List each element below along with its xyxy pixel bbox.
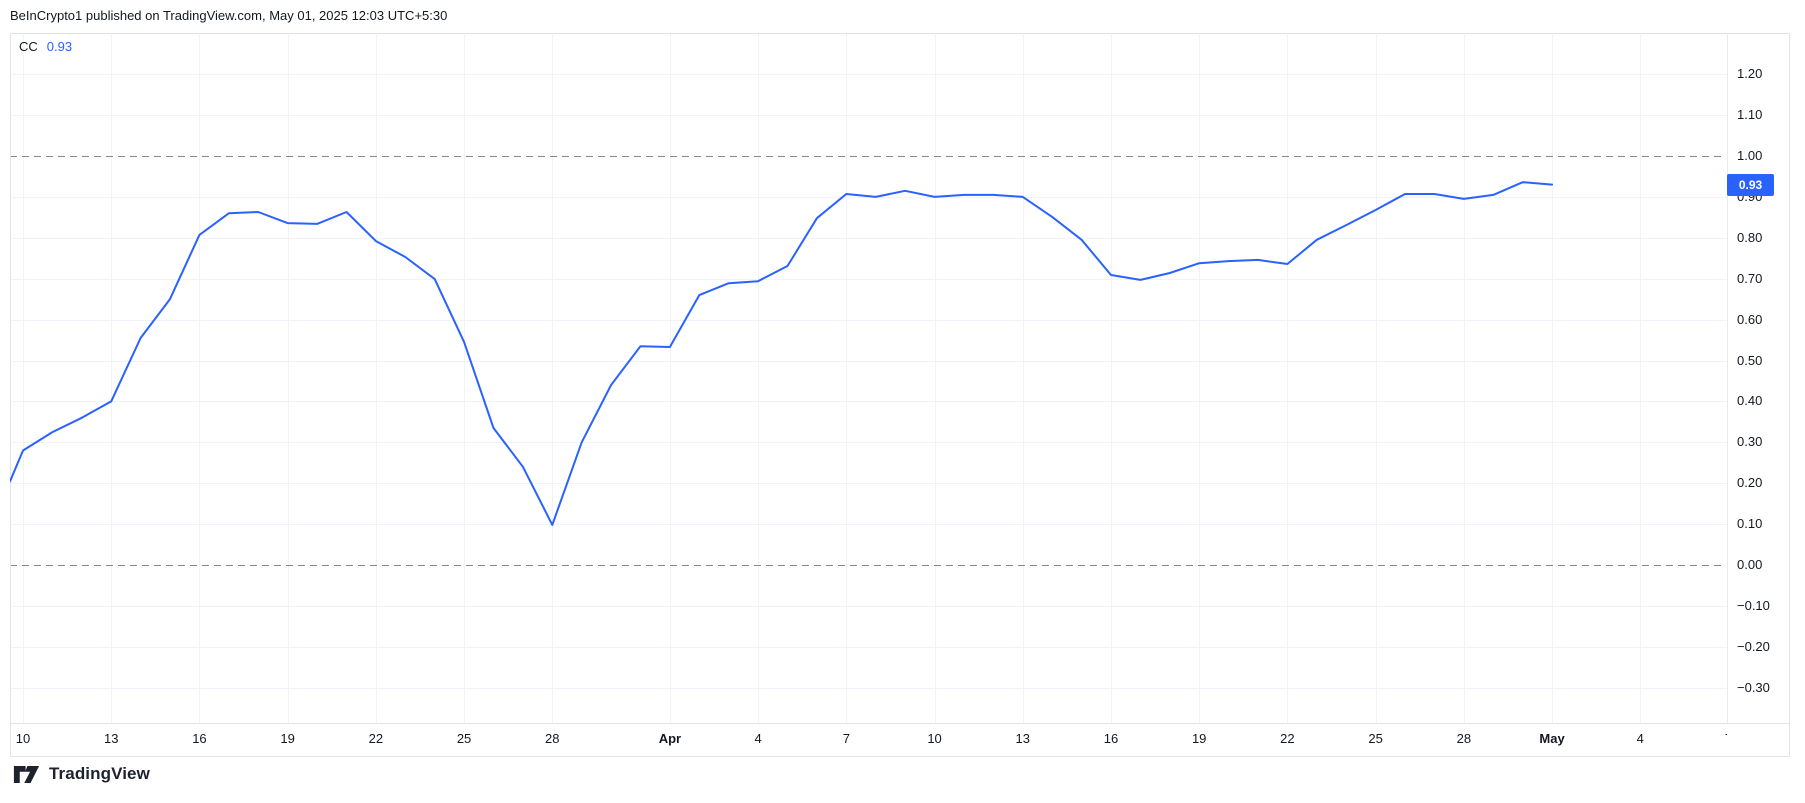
time-scale[interactable]: 10 13 16 19 22 25 28 Apr 4 7 10 13 16 19 22 25 28 May 4 7 <box>10 724 1727 757</box>
pane-border <box>10 33 1790 757</box>
x-axis-label: 28 <box>1456 731 1472 746</box>
x-axis-label: 13 <box>1015 731 1030 746</box>
x-axis-label: 16 <box>1103 731 1119 746</box>
y-axis-label: −0.20 <box>1737 638 1770 654</box>
x-axis-label: 28 <box>545 731 560 746</box>
y-axis-label: 0.50 <box>1737 352 1763 368</box>
grid-lines <box>10 33 1727 723</box>
indicator-value: 0.93 <box>46 39 73 54</box>
last-value-badge: 0.93 <box>1727 173 1774 196</box>
x-axis-label: 4 <box>754 731 762 746</box>
x-axis-label: 22 <box>368 731 384 746</box>
x-axis-label: 7 <box>842 731 850 746</box>
y-axis-label: 1.10 <box>1737 107 1763 123</box>
x-axis-label: May <box>1539 731 1565 746</box>
y-axis-label: −0.30 <box>1737 679 1770 695</box>
indicator-name: CC <box>19 39 38 54</box>
x-axis-label: 16 <box>192 731 207 746</box>
dashed-level-lines <box>10 156 1724 566</box>
y-axis-label: 1.00 <box>1737 148 1763 163</box>
x-axis-label: 10 <box>927 731 942 746</box>
y-axis-label: 0.00 <box>1737 557 1763 572</box>
y-axis-label: 0.60 <box>1737 311 1763 327</box>
x-axis-label: 4 <box>1636 731 1644 746</box>
y-axis-label: 0.70 <box>1737 270 1763 286</box>
y-axis-label: 0.80 <box>1737 229 1763 245</box>
tradingview-logo-icon <box>13 765 40 783</box>
y-axis-label: 0.30 <box>1737 434 1763 450</box>
x-axis-label: 22 <box>1280 731 1295 746</box>
x-axis-label: 7 <box>1725 731 1727 746</box>
indicator-legend: CC 0.93 <box>19 39 72 54</box>
tradingview-brand-text: TradingView <box>49 764 150 783</box>
y-axis-label: 0.20 <box>1737 475 1763 491</box>
tradingview-logo-link[interactable]: TradingView <box>13 764 150 784</box>
y-axis-label: −0.10 <box>1737 597 1770 613</box>
x-axis-label: 19 <box>1191 731 1207 746</box>
y-axis-label: 0.40 <box>1737 393 1763 409</box>
x-axis-label: Apr <box>658 731 682 746</box>
x-axis-label: 13 <box>103 731 119 746</box>
cc-series-line <box>10 181 1554 526</box>
y-axis-label: 1.20 <box>1737 66 1763 82</box>
chart-attribution-title: BeInCrypto1 published on TradingView.com… <box>10 8 448 23</box>
x-axis-label: 25 <box>456 731 472 746</box>
x-axis-label: 25 <box>1368 731 1383 746</box>
x-axis-label: 10 <box>15 731 31 746</box>
y-axis-label: 0.10 <box>1737 516 1763 532</box>
x-axis-label: 19 <box>280 731 295 746</box>
